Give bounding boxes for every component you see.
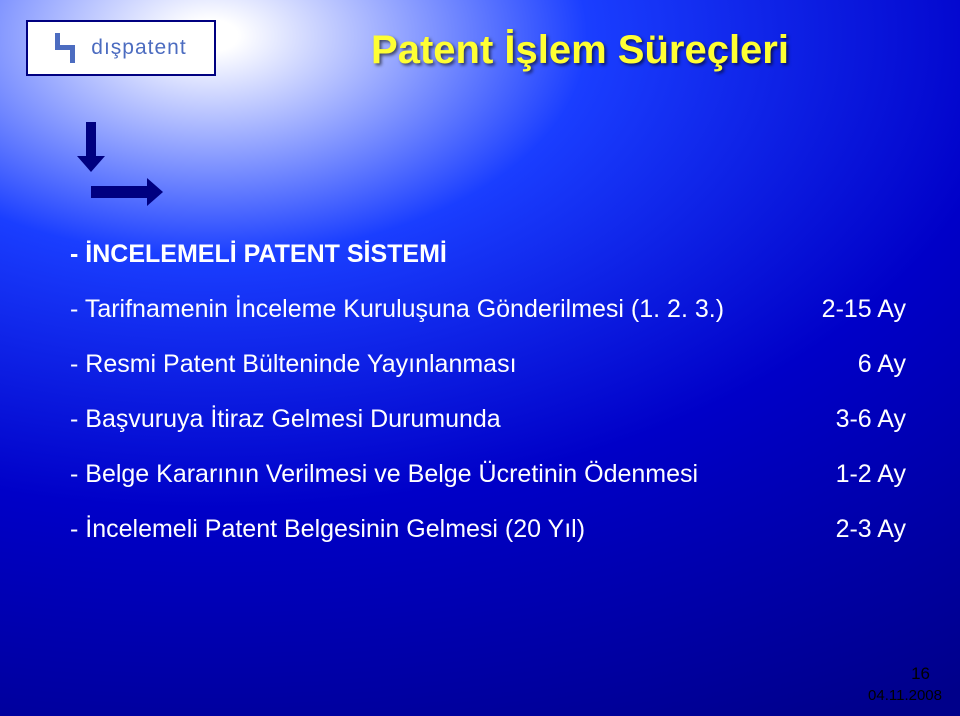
slide-title: Patent İşlem Süreçleri [240,28,920,73]
item-value: 2-15 Ay [790,295,910,324]
item-value: 3-6 Ay [790,405,910,434]
item-label: - Belge Kararının Verilmesi ve Belge Ücr… [70,460,790,489]
content-list: - İNCELEMELİ PATENT SİSTEMİ - Tarifnamen… [70,240,910,570]
logo-box: dışpatent [26,20,216,76]
list-item: - Belge Kararının Verilmesi ve Belge Ücr… [70,460,910,489]
footer-date: 04.11.2008 [868,687,942,704]
list-item: - Tarifnamenin İnceleme Kuruluşuna Gönde… [70,295,910,324]
item-value: 6 Ay [790,350,910,379]
item-label: - Resmi Patent Bülteninde Yayınlanması [70,350,790,379]
list-item: - İncelemeli Patent Belgesinin Gelmesi (… [70,515,910,544]
arrow-right-icon [91,178,163,206]
item-label: - Tarifnamenin İnceleme Kuruluşuna Gönde… [70,295,790,324]
flow-arrows [74,122,154,212]
slide: dışpatent Patent İşlem Süreçleri - İNCEL… [0,0,960,716]
logo: dışpatent [55,33,186,63]
arrow-down-icon [86,122,105,172]
item-value: 1-2 Ay [790,460,910,489]
item-value: 2-3 Ay [790,515,910,544]
section-heading-row: - İNCELEMELİ PATENT SİSTEMİ [70,240,910,269]
list-item: - Başvuruya İtiraz Gelmesi Durumunda 3-6… [70,405,910,434]
item-label: - Başvuruya İtiraz Gelmesi Durumunda [70,405,790,434]
page-number: 16 [911,664,930,684]
section-heading: - İNCELEMELİ PATENT SİSTEMİ [70,240,790,269]
logo-text: dışpatent [91,36,186,60]
logo-mark-icon [55,33,85,63]
item-label: - İncelemeli Patent Belgesinin Gelmesi (… [70,515,790,544]
list-item: - Resmi Patent Bülteninde Yayınlanması 6… [70,350,910,379]
